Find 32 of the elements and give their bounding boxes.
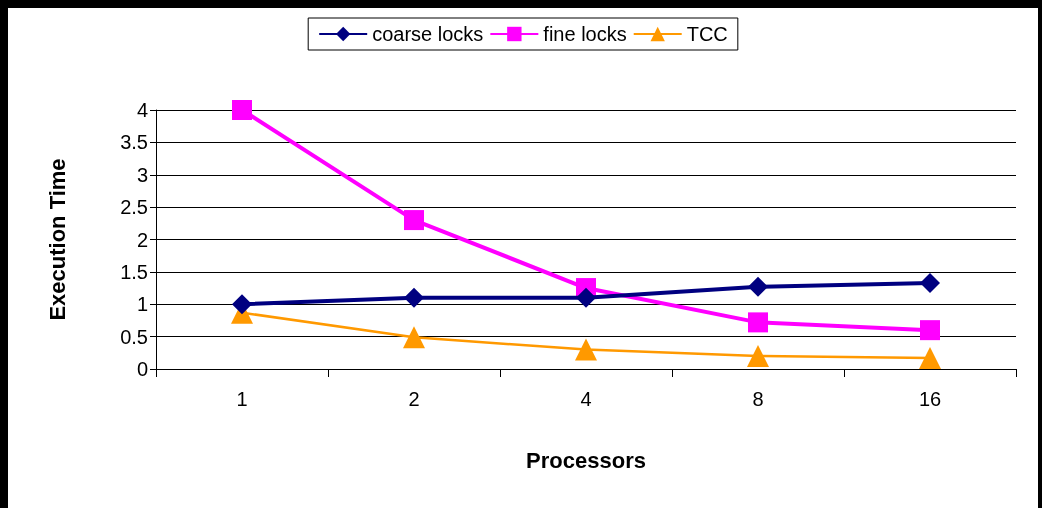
y-tick-label: 0.5 [120,325,148,348]
legend-label: TCC [686,23,728,45]
point [920,320,940,341]
y-tick-label: 3.5 [120,131,148,154]
point [404,210,424,231]
x-axis-title: Processors [526,447,646,473]
point [576,287,596,308]
x-tick-label: 4 [580,388,592,410]
x-tick-label: 8 [752,388,764,410]
point [232,294,252,315]
point [747,345,769,368]
x-tick-label: 1 [236,388,248,410]
y-tick-label: 2 [136,228,148,251]
point [575,338,597,361]
point [748,312,768,333]
point [403,326,425,349]
point [919,346,941,369]
y-tick-label: 4 [136,99,148,121]
x-tick-label: 2 [408,388,420,410]
y-axis-title: Execution Time [44,158,70,321]
point [920,272,940,293]
y-tick-label: 2.5 [120,196,148,219]
point [404,287,424,308]
point [748,276,768,297]
y-tick-label: 3 [136,163,148,186]
y-tick-label: 1 [136,293,148,316]
point [232,100,252,120]
legend-label: fine locks [543,23,627,45]
y-tick-label: 1.5 [120,260,148,283]
x-tick-label: 16 [918,388,942,410]
legend-label: coarse locks [372,23,484,45]
y-tick-label: 0 [136,358,148,380]
